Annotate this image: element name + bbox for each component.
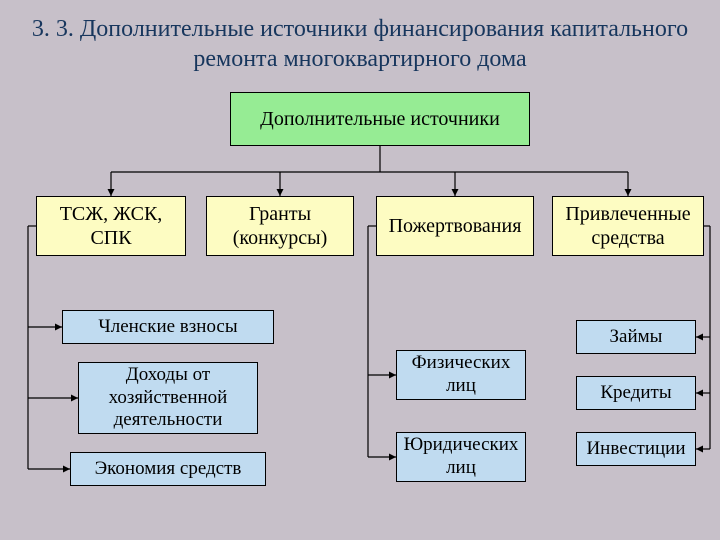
node-label: Инвестиции <box>586 438 685 461</box>
node-label: Гранты (конкурсы) <box>211 202 349 250</box>
node-label: Привлеченные средства <box>557 202 699 250</box>
node-label: Экономия средств <box>95 458 242 481</box>
node-legal: Юридических лиц <box>396 432 526 482</box>
node-attracted: Привлеченные средства <box>552 196 704 256</box>
slide-title: 3. 3. Дополнительные источники финансиро… <box>30 14 690 74</box>
node-credits: Кредиты <box>576 376 696 410</box>
node-label: Дополнительные источники <box>260 107 500 131</box>
node-label: Кредиты <box>600 382 671 405</box>
node-label: Пожертвования <box>389 214 522 238</box>
node-label: Членские взносы <box>98 316 237 339</box>
node-label: ТСЖ, ЖСК, СПК <box>41 202 181 250</box>
node-dues: Членские взносы <box>62 310 274 344</box>
slide-title-text: 3. 3. Дополнительные источники финансиро… <box>32 16 688 72</box>
node-label: Физических лиц <box>401 352 521 398</box>
node-phys: Физических лиц <box>396 350 526 400</box>
node-label: Доходы от хозяйственной деятельности <box>83 364 253 432</box>
node-donations: Пожертвования <box>376 196 534 256</box>
node-root: Дополнительные источники <box>230 92 530 146</box>
node-savings: Экономия средств <box>70 452 266 486</box>
node-label: Займы <box>610 326 663 349</box>
node-label: Юридических лиц <box>401 434 521 480</box>
node-tszh: ТСЖ, ЖСК, СПК <box>36 196 186 256</box>
node-invest: Инвестиции <box>576 432 696 466</box>
node-loans: Займы <box>576 320 696 354</box>
node-grants: Гранты (конкурсы) <box>206 196 354 256</box>
node-income: Доходы от хозяйственной деятельности <box>78 362 258 434</box>
